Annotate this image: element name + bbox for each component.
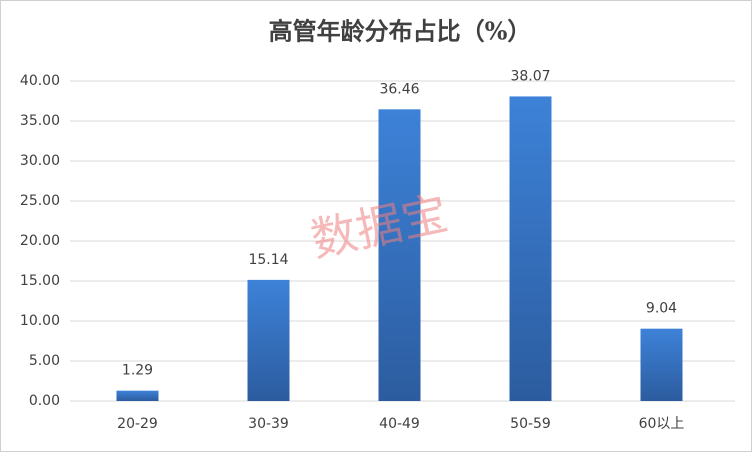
bar xyxy=(640,328,683,401)
y-tick-label: 0.00 xyxy=(29,393,60,409)
y-tick-label: 30.00 xyxy=(20,153,60,169)
data-label: 1.29 xyxy=(122,363,153,379)
x-tick-label: 50-59 xyxy=(510,416,551,432)
y-tick-label: 40.00 xyxy=(20,73,60,89)
x-tick-label: 20-29 xyxy=(117,416,158,432)
y-tick-label: 25.00 xyxy=(20,193,60,209)
y-tick-label: 20.00 xyxy=(20,233,60,249)
data-label: 36.46 xyxy=(379,81,419,97)
bar xyxy=(509,96,552,401)
bar xyxy=(247,279,290,401)
x-tick-label: 40-49 xyxy=(379,416,420,432)
data-label: 9.04 xyxy=(646,301,677,317)
y-tick-label: 15.00 xyxy=(20,273,60,289)
x-tick-label: 60以上 xyxy=(639,416,685,432)
data-label: 38.07 xyxy=(510,68,550,84)
bar xyxy=(378,109,421,401)
y-tick-label: 35.00 xyxy=(20,113,60,129)
bar xyxy=(116,390,159,401)
y-tick-label: 10.00 xyxy=(20,313,60,329)
x-tick-label: 30-39 xyxy=(248,416,289,432)
data-label: 15.14 xyxy=(248,252,288,268)
chart-title: 高管年龄分布占比（%） xyxy=(269,17,532,46)
y-tick-label: 5.00 xyxy=(29,353,60,369)
